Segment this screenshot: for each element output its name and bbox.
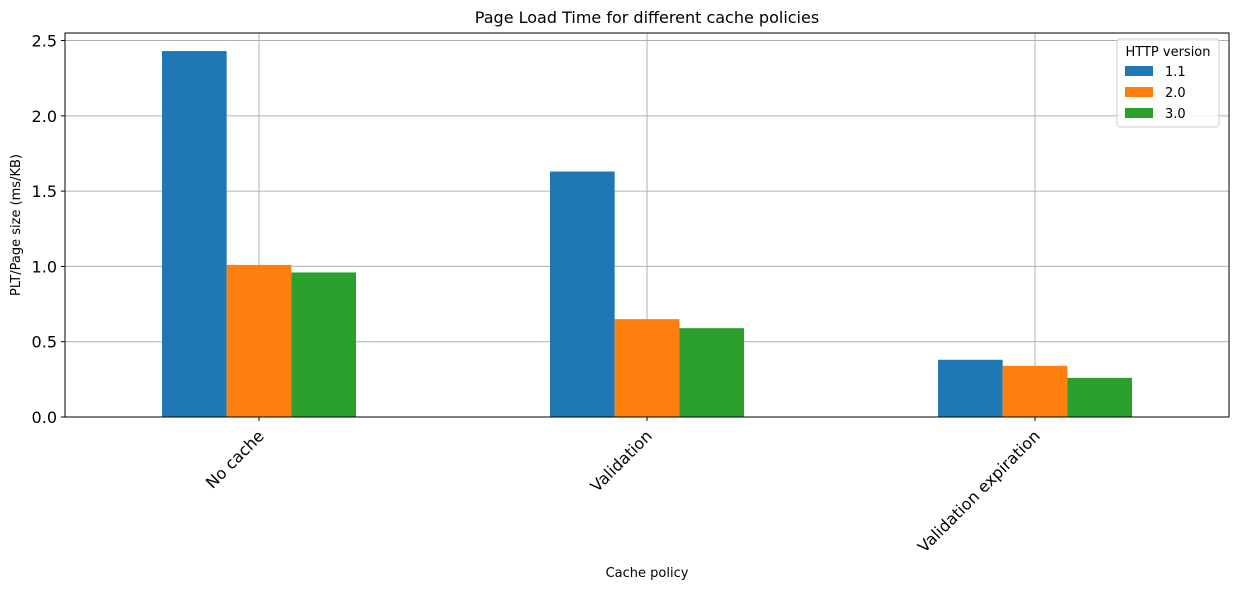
legend-box bbox=[1116, 38, 1220, 128]
bar-1.1-1 bbox=[550, 171, 615, 417]
bar-2.0-0 bbox=[226, 264, 292, 417]
legend-swatch-2.0 bbox=[1125, 87, 1153, 97]
x-tick-label: No cache bbox=[202, 426, 268, 492]
y-tick-label: 1.5 bbox=[32, 182, 57, 201]
x-tick-label: Validation bbox=[587, 426, 656, 495]
bar-2.0-1 bbox=[614, 319, 680, 417]
y-tick-label: 0.5 bbox=[32, 333, 57, 352]
y-tick-label: 1.0 bbox=[32, 257, 57, 276]
x-axis-label: Cache policy bbox=[606, 566, 689, 581]
bar-2.0-2 bbox=[1002, 365, 1068, 417]
chart-title: Page Load Time for different cache polic… bbox=[475, 8, 819, 27]
y-tick-label: 2.5 bbox=[32, 32, 57, 51]
x-axis: No cache Validation Validation expiration bbox=[202, 417, 1044, 556]
bar-1.1-2 bbox=[938, 359, 1003, 417]
bar-1.1-0 bbox=[162, 51, 227, 417]
legend-title: HTTP version bbox=[1125, 45, 1210, 60]
legend-label-1.1: 1.1 bbox=[1165, 65, 1186, 80]
bar-3.0-0 bbox=[291, 272, 356, 417]
legend-label-3.0: 3.0 bbox=[1165, 107, 1186, 122]
y-axis-label: PLT/Page size (ms/KB) bbox=[9, 154, 24, 296]
legend-label-2.0: 2.0 bbox=[1165, 86, 1186, 101]
legend: HTTP version 1.1 2.0 3.0 bbox=[1116, 38, 1220, 128]
bar-3.0-2 bbox=[1067, 377, 1132, 417]
y-axis: 0.0 0.5 1.0 1.5 2.0 2.5 bbox=[32, 32, 65, 427]
legend-swatch-3.0 bbox=[1125, 108, 1153, 118]
y-tick-label: 0.0 bbox=[32, 408, 57, 427]
bars bbox=[162, 51, 1132, 417]
bar-3.0-1 bbox=[679, 328, 744, 417]
y-tick-label: 2.0 bbox=[32, 107, 57, 126]
legend-items: 1.1 2.0 3.0 bbox=[1125, 65, 1186, 122]
legend-swatch-1.1 bbox=[1125, 66, 1153, 76]
x-tick-label: Validation expiration bbox=[914, 426, 1044, 556]
